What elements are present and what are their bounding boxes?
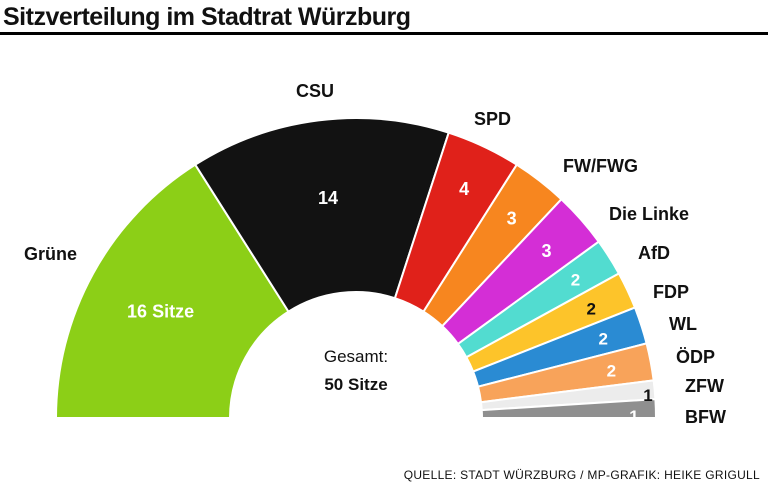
party-label-afd: AfD — [638, 243, 670, 263]
center-label-total-text: Gesamt: — [324, 347, 388, 366]
value-label-fw-fwg: 3 — [507, 208, 517, 228]
slice-bfw — [480, 398, 658, 419]
value-label-oedp: 2 — [607, 361, 616, 380]
party-label-oedp: ÖDP — [676, 347, 715, 367]
slice-gruene — [54, 163, 290, 419]
slice-csu — [193, 117, 450, 313]
value-label-die-linke: 3 — [542, 241, 552, 261]
party-label-csu: CSU — [296, 81, 334, 101]
value-label-csu: 14 — [318, 188, 338, 208]
value-label-gruene: 16 Sitze — [127, 302, 194, 322]
party-label-zfw: ZFW — [685, 376, 724, 396]
chart-title: Sitzverteilung im Stadtrat Würzburg — [3, 3, 411, 31]
value-label-wl: 2 — [599, 330, 608, 349]
party-label-fw-fwg: FW/FWG — [563, 156, 638, 176]
value-label-spd: 4 — [459, 179, 469, 199]
value-label-afd: 2 — [571, 271, 580, 290]
party-label-wl: WL — [669, 314, 697, 334]
title-divider — [0, 32, 768, 35]
center-label-total-seats: 50 Sitze — [324, 375, 387, 394]
party-label-spd: SPD — [474, 109, 511, 129]
value-label-zfw: 1 — [643, 386, 652, 405]
party-label-fdp: FDP — [653, 282, 689, 302]
value-label-fdp: 2 — [587, 299, 596, 318]
party-label-gruene: Grüne — [24, 244, 77, 264]
party-label-die-linke: Die Linke — [609, 204, 689, 224]
value-label-bfw: 1 — [629, 407, 638, 426]
party-label-bfw: BFW — [685, 407, 726, 427]
source-credit: QUELLE: STADT WÜRZBURG / MP-GRAFIK: HEIK… — [403, 468, 760, 482]
